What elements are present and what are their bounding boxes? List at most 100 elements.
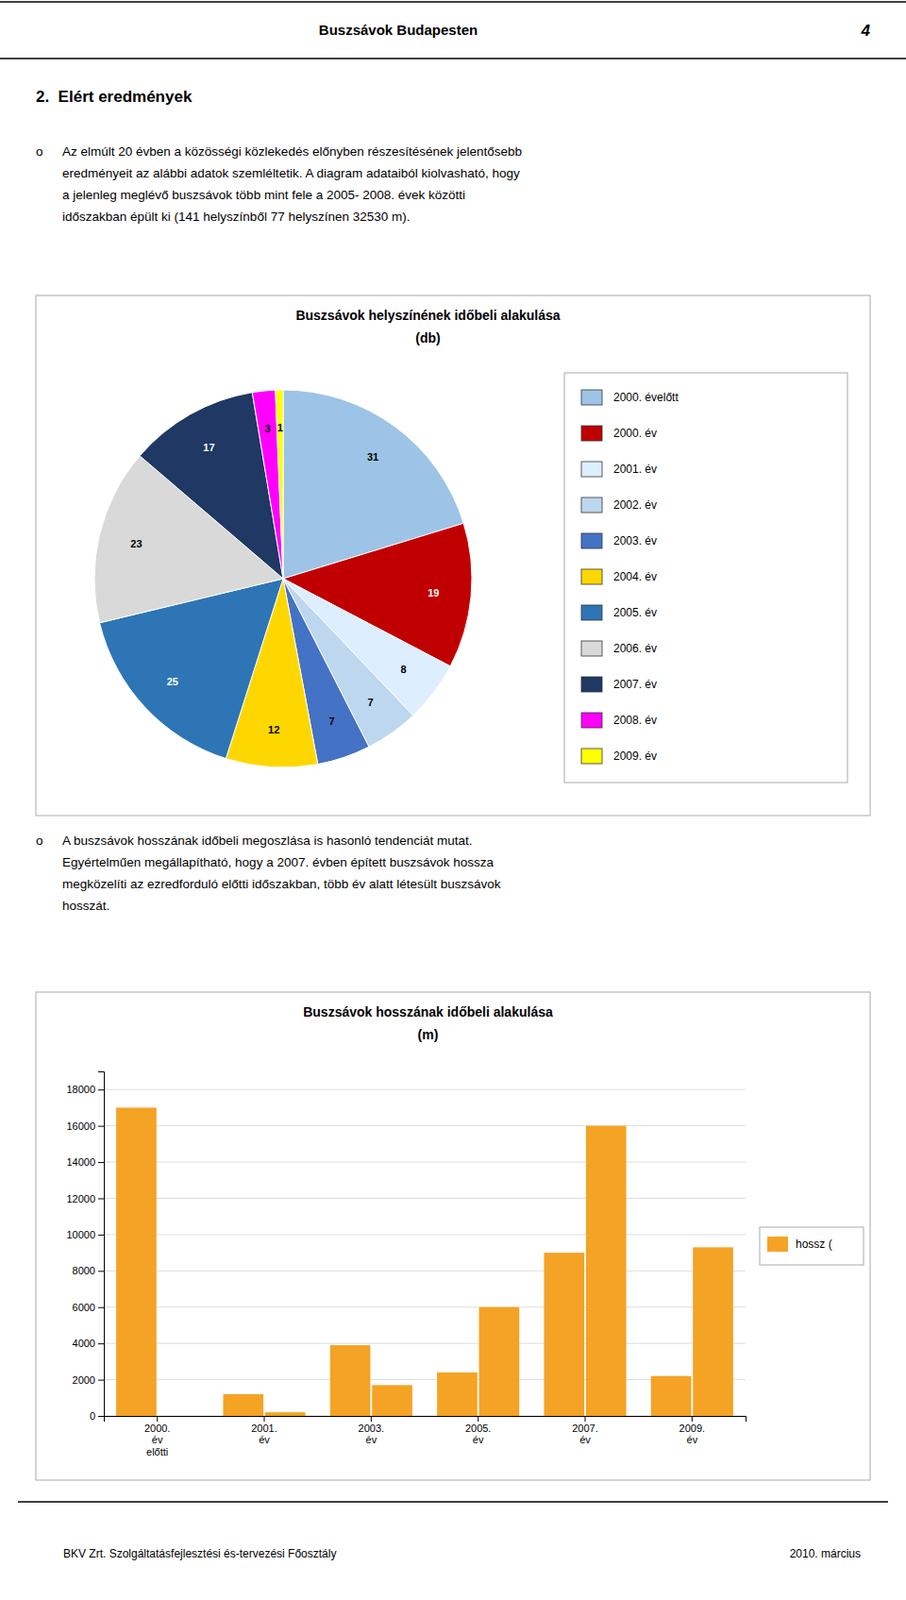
data-label: 1 (277, 421, 284, 434)
legend-label: 2000. év (613, 426, 657, 440)
tick-mark (691, 1415, 693, 1422)
bar (265, 1411, 306, 1416)
page: Buszsávok Budapesten4 2. Elért eredmények… (0, 0, 906, 1600)
paragraph-line: eredményeit az alábbi adatok szemlélteti… (62, 166, 521, 181)
legend-swatch (581, 569, 603, 585)
legend-label: 2004. év (613, 570, 657, 584)
tick-label: 4000 (72, 1337, 96, 1349)
tick: 10000 (66, 1228, 104, 1241)
legend-label: 2008. év (613, 713, 657, 727)
legend-label: 2002. év (613, 498, 657, 512)
paragraph-line: hosszát. (62, 898, 110, 913)
chart-frame (35, 295, 871, 816)
legend-label: hossz ( (795, 1237, 833, 1251)
paragraph-line: Az elmúlt 20 évben a közösségi közlekedé… (62, 144, 522, 159)
grid (103, 1089, 746, 1416)
chart-subtitle: (db) (415, 330, 440, 346)
legend-swatch (581, 497, 603, 513)
tick-mark (98, 1125, 104, 1127)
tick-label: 2007.év (571, 1422, 599, 1446)
paragraph-line: a jelenleg meglévő buszsávok több mint f… (62, 187, 466, 202)
pie-slice (275, 389, 284, 579)
tick: 12000 (66, 1191, 104, 1204)
tick-label-line: év (258, 1433, 270, 1445)
legend-label: 2003. év (613, 534, 657, 548)
tick-label: 10000 (66, 1228, 96, 1241)
tick-label: 2005.év (465, 1422, 492, 1446)
footer: BKV Zrt. Szolgáltatásfejlesztési és-terv… (17, 1501, 889, 1561)
pie: 31198771225231731 (94, 389, 472, 768)
data-label: 12 (268, 723, 280, 736)
tick: 18000 (66, 1083, 104, 1095)
legend-swatch (581, 676, 603, 692)
x-axis: 2000.évelőtti2001.év2003.év2005.év2007.é… (104, 1415, 747, 1458)
legend-swatch (581, 425, 603, 441)
tick-mark (98, 1379, 104, 1381)
tick-label-line: 2001. (251, 1422, 278, 1434)
tick-label: 14000 (66, 1156, 96, 1168)
tick-mark (477, 1415, 479, 1422)
pie-slice (251, 389, 284, 579)
chart-box: Buszsávok helyszínének időbeli alakulása… (35, 295, 871, 816)
grid-line (103, 1089, 746, 1091)
bar (222, 1393, 264, 1416)
legend-swatch (581, 748, 603, 764)
header: Buszsávok Budapesten4 (0, 1, 906, 59)
tick-mark (98, 1234, 104, 1236)
legend-swatch (581, 389, 603, 405)
grid-line (103, 1124, 746, 1126)
data-label: 25 (167, 675, 179, 688)
legend-swatch (581, 640, 603, 656)
footer-year: 2010. március (789, 1546, 861, 1561)
paragraph: oAz elmúlt 20 évben a közösségi közleked… (35, 144, 522, 224)
tick-label-line: 2009. (679, 1422, 706, 1434)
section-title: 2. Elért eredmények (35, 87, 193, 106)
tick-label-line: 2000. (144, 1422, 171, 1434)
legend-swatch (581, 712, 603, 728)
paragraph-line: A buszsávok hosszának időbeli megoszlása… (62, 833, 473, 848)
tick-label: 2000 (72, 1374, 96, 1386)
tick: 8000 (72, 1264, 104, 1276)
legend-label: 2006. év (613, 641, 657, 655)
legend-label: 2000. évelőtt (613, 390, 679, 404)
tick: 2003.év (358, 1415, 386, 1445)
tick: 16000 (66, 1120, 104, 1132)
tick-label-line: év (472, 1433, 485, 1445)
paragraph-line: megközelíti az ezredforduló előtti idősz… (62, 876, 502, 891)
tick: 0 (89, 1409, 104, 1422)
tick-label-line: év (151, 1433, 164, 1445)
tick-label: 6000 (72, 1301, 96, 1313)
grid-line (103, 1233, 746, 1235)
bar (692, 1246, 734, 1416)
chart-title: Buszsávok helyszínének időbeli alakulása (295, 307, 560, 323)
tick-label: 2003.év (358, 1422, 386, 1446)
axis-line (98, 1072, 105, 1417)
y-axis: 0 2000 4000 6000 8000 10000 12000 14000 16000 180… (66, 1072, 104, 1423)
tick: 2000 (72, 1374, 104, 1386)
tick-label: 2009.év (679, 1422, 706, 1446)
bar (586, 1125, 627, 1416)
data-label: 8 (401, 663, 407, 675)
legend-label: 2007. év (613, 677, 657, 691)
tick: 6000 (72, 1301, 104, 1313)
tick: 2009.év (679, 1415, 706, 1445)
tick: 2005.év (465, 1415, 492, 1445)
tick-mark (98, 1089, 104, 1091)
tick: 14000 (66, 1156, 104, 1168)
paragraph-line: Egyértelműen megállapítható, hogy a 2007… (62, 855, 495, 870)
legend-swatch (581, 604, 603, 621)
tick-label-line: év (687, 1433, 699, 1445)
legend-swatch (581, 461, 603, 477)
legend-frame (759, 1226, 864, 1265)
tick-label: 0 (89, 1409, 96, 1422)
tick-label-line: év (366, 1433, 378, 1445)
data-label: 31 (367, 451, 379, 463)
bar (543, 1252, 585, 1416)
data-label: 19 (427, 587, 439, 599)
bar (479, 1307, 521, 1416)
chart-frame (35, 991, 871, 1480)
paragraph-line: időszakban épült ki (141 helyszínből 77 … (62, 209, 410, 224)
footer-rule (17, 1500, 889, 1503)
tick-label-line: 2005. (465, 1422, 492, 1434)
data-label: 7 (367, 696, 373, 708)
